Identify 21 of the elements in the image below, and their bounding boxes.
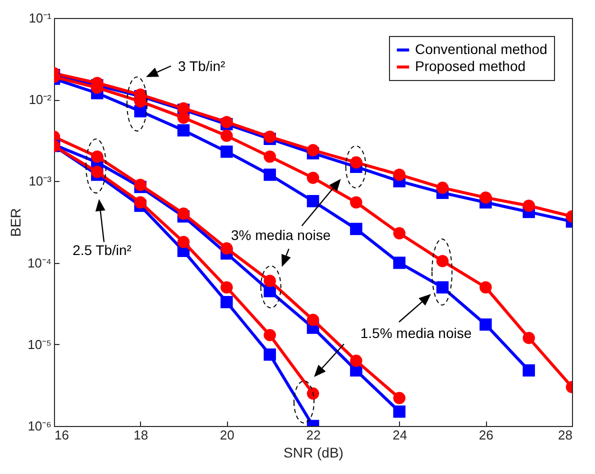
y-tick-label: 10⁻¹ [28,10,52,26]
x-axis-title: SNR (dB) [284,444,344,460]
annotation: 3% media noise [231,226,331,243]
x-tick-label: 16 [54,428,69,442]
annotation: 1.5% media noise [360,325,472,341]
annotation: 3 Tb/in² [178,58,226,74]
x-tick-label: 18 [134,428,148,442]
x-tick-label: 24 [392,428,408,442]
x-tick-label: 28 [558,428,572,442]
annotation: 2.5 Tb/in² [72,242,132,258]
y-tick-label: 10⁻⁶ [28,418,52,434]
y-axis-title: BER [7,208,24,237]
legend-label: Conventional method [415,41,548,57]
x-tick-label: 22 [306,428,321,442]
x-tick-label: 26 [478,428,494,442]
legend-label: Proposed method [415,58,526,74]
y-tick-label: 10⁻² [28,92,52,108]
y-tick-label: 10⁻⁵ [28,336,52,352]
x-tick-label: 20 [220,428,234,442]
y-tick-label: 10⁻⁴ [27,255,52,270]
y-tick-label: 10⁻³ [28,174,52,189]
